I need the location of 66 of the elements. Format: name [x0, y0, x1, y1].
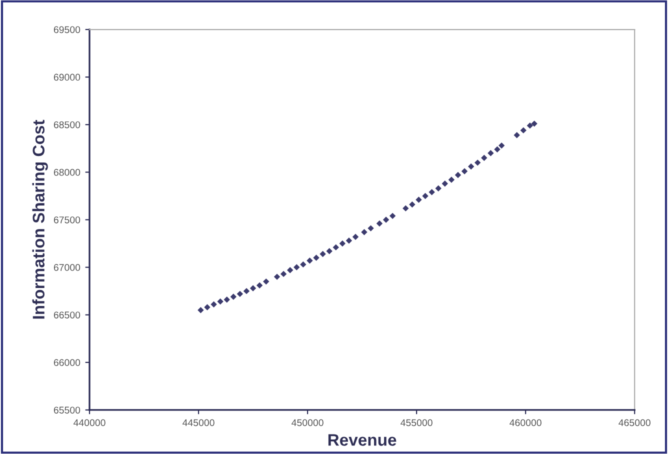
point: [498, 142, 505, 149]
point: [481, 154, 488, 162]
point: [361, 228, 368, 236]
point: [339, 240, 346, 247]
x-tick-label: 460000: [510, 419, 542, 426]
point: [204, 304, 210, 310]
point: [243, 288, 250, 294]
x-tick-label: 445000: [182, 419, 214, 426]
x-tick-label: 440000: [74, 419, 106, 426]
y-tick-label: 67500: [54, 216, 80, 224]
point: [428, 189, 435, 196]
y-axis-title: Information Sharing Cost: [32, 120, 48, 319]
point: [448, 176, 455, 183]
point: [442, 180, 448, 187]
point: [494, 146, 500, 152]
x-axis-title: Revenue: [328, 434, 396, 446]
y-tick-label: 69000: [54, 74, 80, 81]
point: [368, 225, 374, 232]
point: [300, 261, 306, 268]
point: [294, 264, 300, 270]
point: [488, 150, 494, 156]
y-tick-label: 68000: [54, 168, 80, 176]
point: [474, 160, 481, 166]
point: [210, 301, 217, 308]
point: [409, 201, 416, 208]
point: [416, 196, 422, 203]
point: [250, 285, 256, 292]
point: [514, 132, 520, 138]
point: [256, 282, 263, 288]
point: [461, 168, 468, 174]
x-tick-label: 450000: [292, 419, 324, 426]
x-tick-label: 455000: [400, 419, 432, 426]
point: [263, 278, 270, 285]
point: [376, 220, 383, 227]
point: [531, 120, 538, 127]
point: [306, 258, 313, 264]
point: [280, 270, 287, 278]
y-tick-label: 67000: [54, 264, 80, 271]
point: [224, 296, 230, 303]
point: [332, 244, 339, 250]
point: [313, 254, 320, 261]
point: [217, 298, 224, 305]
point: [520, 127, 527, 134]
point: [382, 216, 390, 223]
point: [230, 294, 237, 300]
point: [346, 238, 352, 244]
point: [422, 192, 428, 200]
y-tick-label: 66500: [54, 312, 80, 318]
y-tick-label: 69500: [54, 26, 80, 34]
point: [198, 306, 204, 314]
point: [468, 163, 474, 170]
y-tick-label: 65500: [54, 406, 80, 414]
point: [320, 250, 326, 258]
point: [352, 234, 359, 240]
point: [287, 267, 294, 274]
point: [435, 185, 442, 192]
point: [389, 212, 396, 220]
x-tick-label: 465000: [618, 419, 650, 426]
point: [526, 122, 534, 129]
y-tick-label: 66000: [54, 359, 80, 366]
y-tick-label: 68500: [54, 121, 80, 128]
point: [454, 172, 462, 178]
point: [402, 205, 409, 212]
point: [326, 248, 332, 254]
point: [274, 274, 280, 280]
point: [236, 290, 244, 298]
